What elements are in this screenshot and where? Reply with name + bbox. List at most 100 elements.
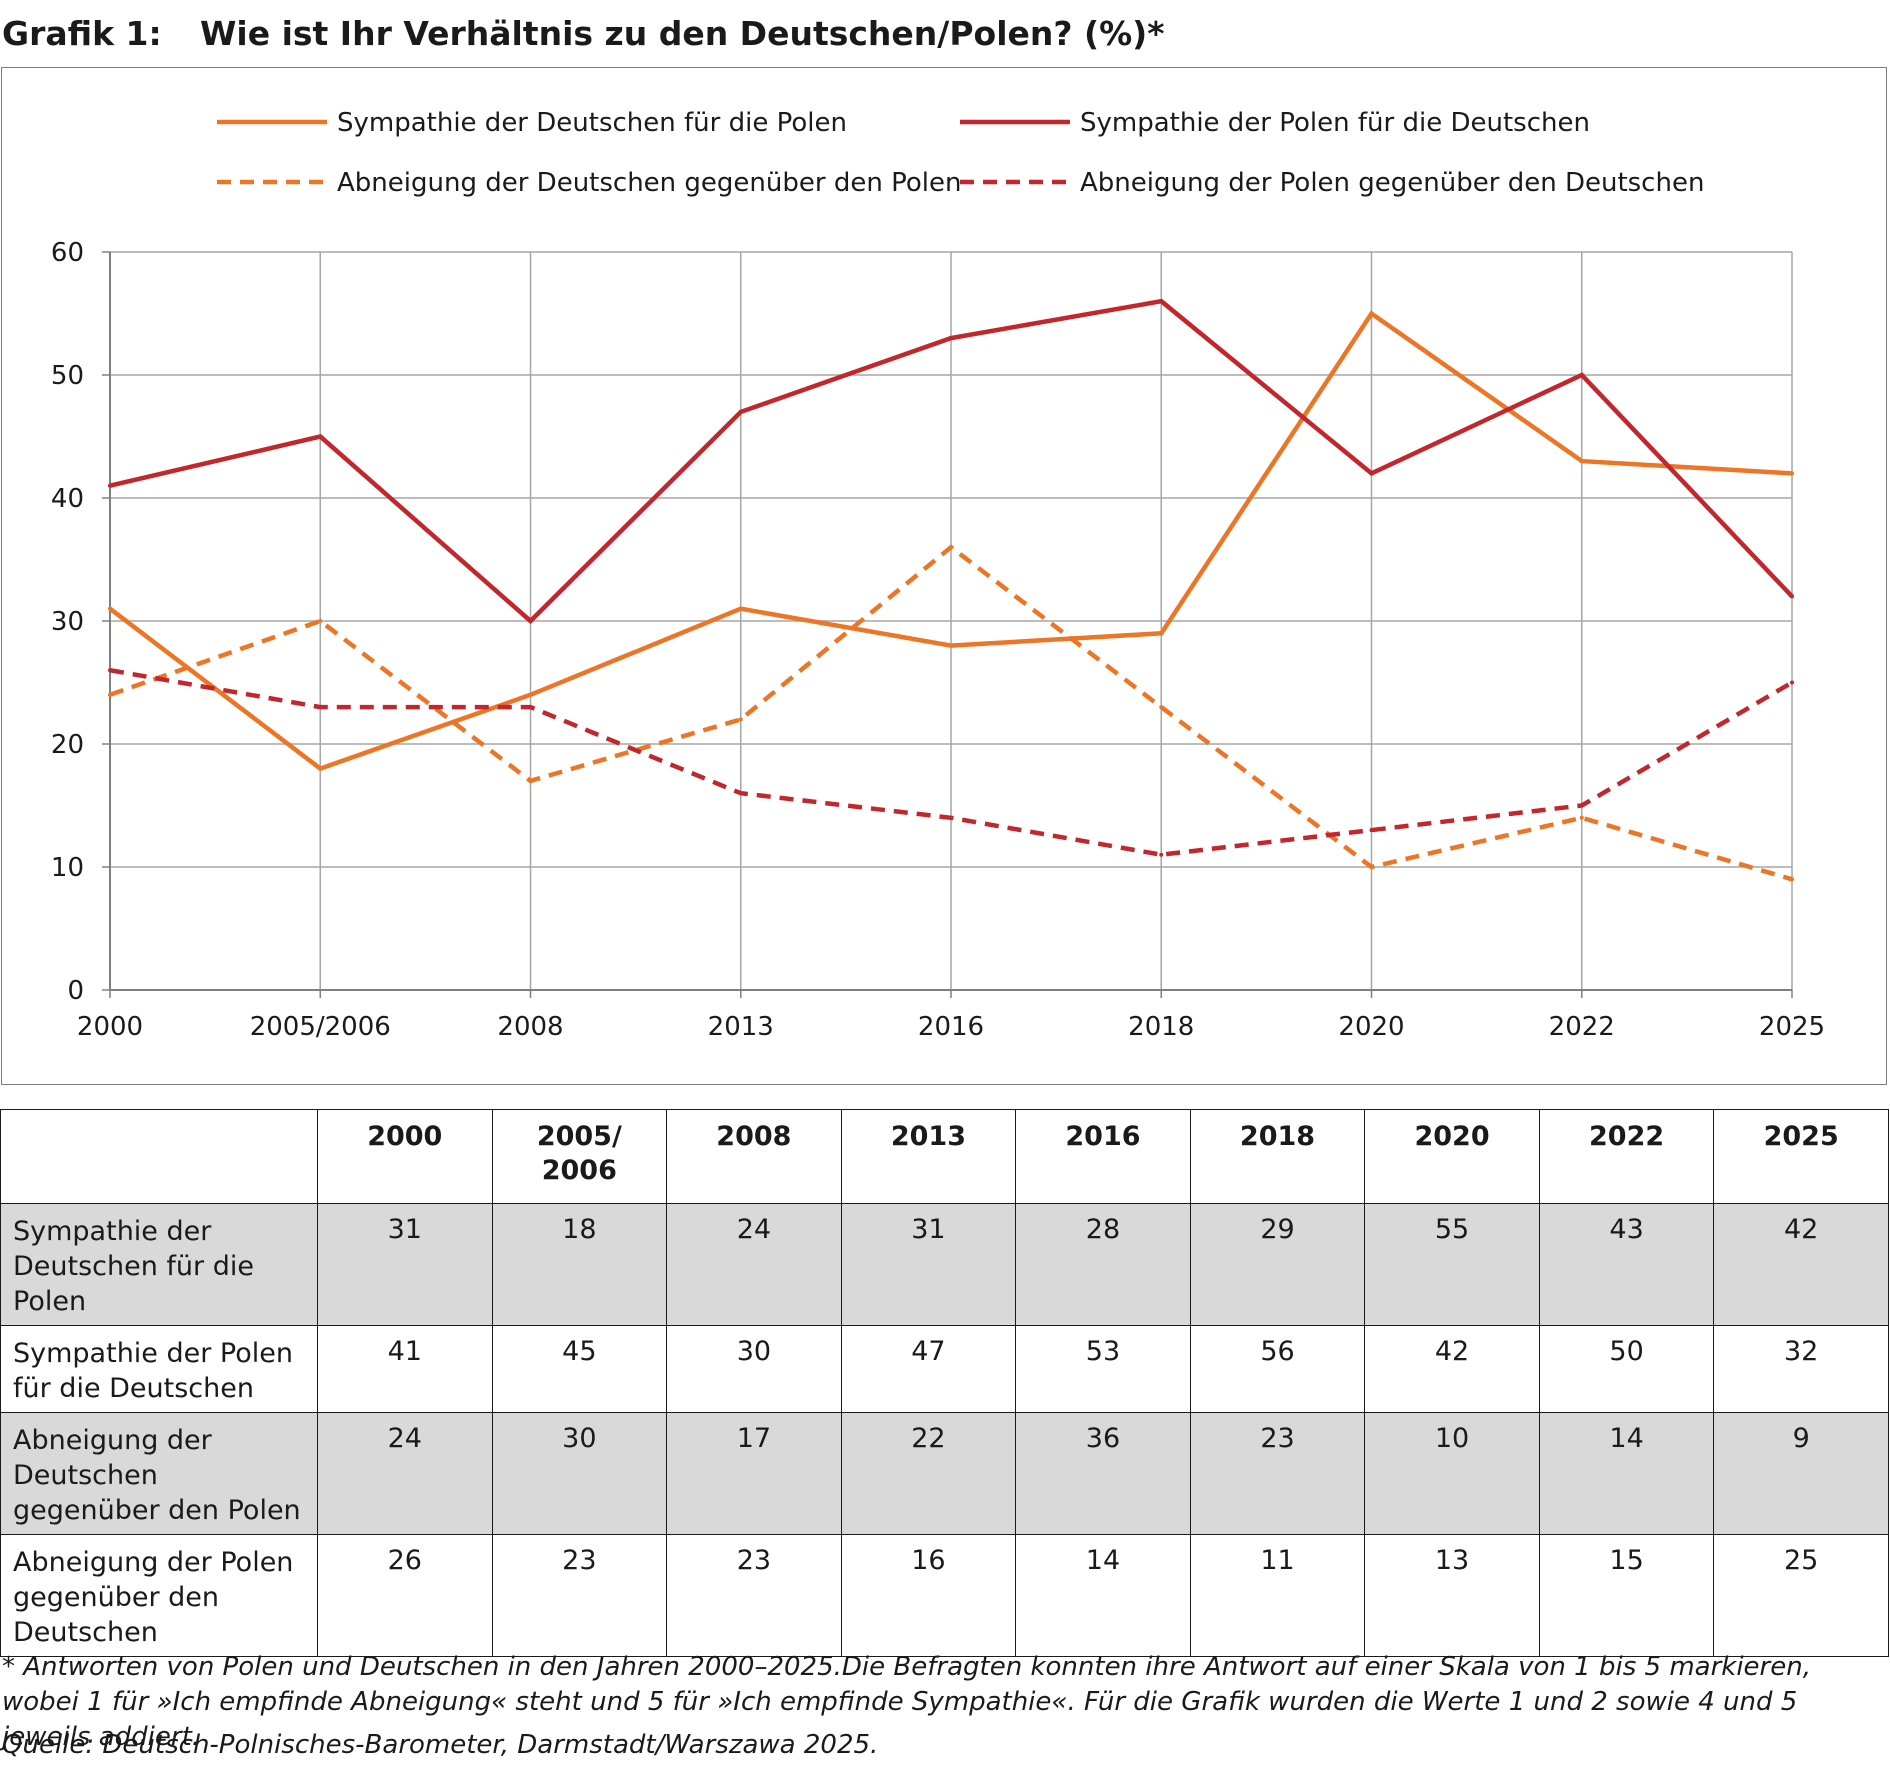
table-cell: 9 (1713, 1412, 1889, 1535)
y-tick-label: 40 (51, 484, 84, 514)
chart-frame: 0 10 20 30 40 50 60 2000 2005/2006 2008 2013 2016 20… (1, 67, 1887, 1085)
x-tick-label: 2008 (497, 1012, 563, 1042)
table-header-year: 2022 (1538, 1109, 1715, 1204)
row-label: Abneigung der Polen gegenüber den Deutsc… (0, 1534, 318, 1657)
table-cell: 56 (1189, 1325, 1366, 1413)
data-point (1579, 373, 1584, 377)
table-cell: 10 (1364, 1412, 1540, 1535)
table-cell: 50 (1538, 1325, 1715, 1413)
data-point (108, 606, 112, 611)
data-point (528, 705, 533, 710)
table-cell: 32 (1713, 1325, 1889, 1413)
y-tick-label: 50 (51, 361, 84, 391)
table-cell: 28 (1015, 1203, 1191, 1326)
data-point (318, 766, 323, 771)
data-point (1369, 311, 1374, 316)
table-cell: 23 (491, 1534, 668, 1657)
table-row: Abneigung der Deutschen gegenüber den Po… (0, 1412, 1889, 1535)
table-cell: 18 (491, 1203, 668, 1326)
y-tick-label: 10 (51, 853, 84, 883)
figure-number: Grafik 1: (2, 14, 162, 53)
table-cell: 13 (1364, 1534, 1540, 1657)
table-cell: 30 (491, 1412, 668, 1535)
data-point (318, 705, 323, 710)
footnote: * Antworten von Polen und Deutschen in d… (2, 1652, 1811, 1752)
data-point (1579, 815, 1584, 820)
data-point (1790, 594, 1794, 599)
line-chart: 0 10 20 30 40 50 60 2000 2005/2006 2008 2013 2016 20… (51, 108, 1825, 1042)
table-cell: 42 (1364, 1325, 1540, 1413)
data-point (738, 717, 743, 722)
table-cell: 30 (666, 1325, 842, 1413)
data-point (1369, 828, 1374, 833)
table-cell: 42 (1713, 1203, 1889, 1326)
data-point (949, 643, 953, 648)
row-label: Sympathie der Polen für die Deutschen (0, 1325, 318, 1413)
table-header-year: 2013 (840, 1109, 1017, 1204)
legend-label-2: Sympathie der Polen für die Deutschen (1080, 108, 1590, 138)
table-row: Sympathie der Polen für die Deutschen 41 4… (0, 1325, 1889, 1413)
data-point (949, 336, 953, 341)
table-header-year: 2005/2006 (491, 1109, 668, 1204)
x-tick-label: 2016 (918, 1012, 984, 1042)
data-point (1579, 803, 1584, 808)
data-point (1790, 877, 1794, 882)
table-cell: 25 (1713, 1534, 1889, 1657)
table-header-year: 2016 (1015, 1109, 1191, 1204)
figure-heading: Grafik 1: Wie ist Ihr Verhältnis zu den … (0, 4, 1890, 64)
table-cell: 53 (1015, 1325, 1191, 1413)
data-point (528, 778, 533, 783)
table-header-year: 2020 (1364, 1109, 1540, 1204)
x-tick-label: 2000 (77, 1012, 143, 1042)
row-label: Abneigung der Deutschen gegenüber den Po… (0, 1412, 318, 1535)
x-tick-label: 2025 (1759, 1012, 1825, 1042)
table-cell: 31 (840, 1203, 1017, 1326)
table-cell: 55 (1364, 1203, 1540, 1326)
table-cell: 24 (666, 1203, 842, 1326)
table-cell: 16 (840, 1534, 1017, 1657)
x-tick-label: 2005/2006 (250, 1012, 391, 1042)
table-header-year: 2008 (666, 1109, 842, 1204)
table-row: Abneigung der Polen gegenüber den Deutsc… (0, 1534, 1889, 1657)
x-tick-label: 2020 (1338, 1012, 1404, 1042)
table-cell: 36 (1015, 1412, 1191, 1535)
table-cell: 14 (1015, 1534, 1191, 1657)
data-point (1159, 631, 1164, 636)
table-cell: 41 (317, 1325, 493, 1413)
legend-label-4: Abneigung der Polen gegenüber den Deutsc… (1080, 168, 1704, 198)
table-cell: 17 (666, 1412, 842, 1535)
data-point (738, 409, 743, 414)
table-cell: 15 (1538, 1534, 1715, 1657)
table-cell: 22 (840, 1412, 1017, 1535)
data-point (318, 619, 323, 623)
row-label: Sympathie der Deutschen für die Polen (0, 1203, 318, 1326)
data-point (949, 815, 953, 820)
y-tick-label: 20 (51, 730, 84, 760)
table-header-year: 2000 (317, 1109, 493, 1204)
table-cell: 29 (1189, 1203, 1366, 1326)
table-corner-cell (0, 1109, 318, 1204)
data-point (949, 545, 953, 550)
y-tick-label: 60 (51, 238, 84, 268)
data-point (108, 668, 112, 673)
table-cell: 23 (1189, 1412, 1366, 1535)
data-point (738, 791, 743, 796)
legend-label-1: Sympathie der Deutschen für die Polen (337, 108, 847, 138)
data-point (528, 619, 533, 623)
data-point (108, 483, 112, 488)
table-cell: 43 (1538, 1203, 1715, 1326)
table-header-row: 2000 2005/2006 2008 2013 2016 2018 2020 2022 202… (0, 1109, 1889, 1204)
data-point (1159, 299, 1164, 304)
x-tick-label: 2013 (708, 1012, 774, 1042)
data-point (1159, 852, 1164, 857)
figure-title: Wie ist Ihr Verhältnis zu den Deutschen/… (200, 14, 1165, 53)
table-header-year: 2018 (1189, 1109, 1366, 1204)
table-cell: 11 (1189, 1534, 1366, 1657)
data-point (1790, 680, 1794, 685)
data-point (528, 692, 533, 697)
y-tick-label: 0 (67, 976, 84, 1006)
data-point (1159, 705, 1164, 710)
data-point (738, 606, 743, 611)
table-header-year: 2025 (1713, 1109, 1889, 1204)
data-point (1369, 471, 1374, 476)
